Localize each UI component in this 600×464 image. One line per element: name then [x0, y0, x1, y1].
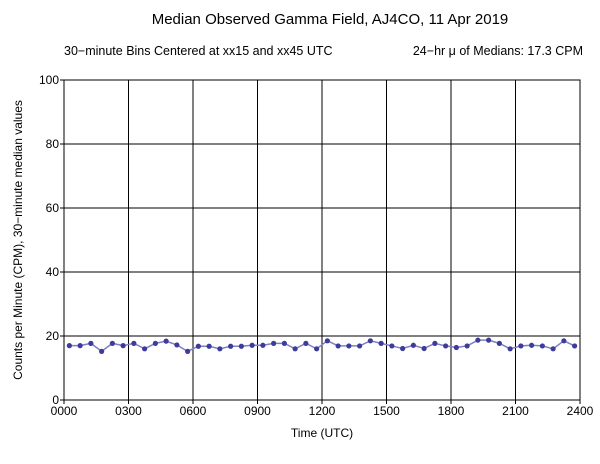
- chart-title: Median Observed Gamma Field, AJ4CO, 11 A…: [152, 11, 509, 28]
- data-point: [561, 338, 567, 344]
- data-point: [195, 343, 201, 349]
- y-tick-label: 100: [39, 73, 59, 87]
- x-tick-label: 1200: [309, 404, 336, 418]
- data-point: [303, 340, 309, 346]
- data-point: [77, 343, 83, 349]
- data-point: [163, 338, 169, 344]
- data-point: [206, 343, 212, 349]
- data-point: [550, 346, 556, 352]
- data-point: [443, 343, 449, 349]
- chart-subtitle-left: 30−minute Bins Centered at xx15 and xx45…: [64, 44, 333, 58]
- y-tick-label: 0: [52, 393, 59, 407]
- data-point: [464, 343, 470, 349]
- data-point: [432, 340, 438, 346]
- data-point: [99, 348, 105, 354]
- data-point: [260, 342, 266, 348]
- data-point: [66, 343, 72, 349]
- data-point: [496, 340, 502, 346]
- data-point: [249, 342, 255, 348]
- data-point: [228, 343, 234, 349]
- data-point: [400, 345, 406, 352]
- data-point: [281, 340, 287, 346]
- data-point: [217, 346, 223, 352]
- x-tick-label: 2400: [567, 404, 594, 418]
- x-tick-label: 1500: [373, 404, 400, 418]
- data-point: [518, 343, 524, 349]
- data-point: [529, 342, 535, 348]
- data-point: [410, 342, 416, 348]
- data-point: [335, 343, 341, 349]
- x-tick-label: 0600: [180, 404, 207, 418]
- x-axis-label: Time (UTC): [291, 426, 353, 440]
- data-point: [367, 338, 373, 344]
- data-point: [142, 346, 148, 352]
- data-point: [238, 343, 244, 349]
- y-tick-label: 80: [46, 137, 60, 151]
- data-point: [131, 340, 137, 346]
- data-point: [572, 343, 578, 349]
- data-point: [185, 348, 191, 354]
- data-point: [389, 343, 395, 349]
- x-tick-label: 1800: [438, 404, 465, 418]
- data-point: [357, 343, 363, 349]
- x-tick-label: 2100: [502, 404, 529, 418]
- data-point: [120, 343, 126, 349]
- data-point: [88, 340, 94, 346]
- y-tick-label: 20: [46, 329, 60, 343]
- y-tick-label: 60: [46, 201, 60, 215]
- data-point: [539, 343, 545, 349]
- y-tick-label: 40: [46, 265, 60, 279]
- x-tick-label: 0900: [244, 404, 271, 418]
- data-point: [152, 340, 158, 346]
- x-tick-label: 0000: [51, 404, 78, 418]
- y-axis-label: Counts per Minute (CPM), 30−minute media…: [11, 100, 25, 380]
- chart-subtitle-right: 24−hr μ of Medians: 17.3 CPM: [413, 44, 583, 58]
- data-point: [271, 340, 277, 346]
- data-point: [421, 345, 427, 352]
- data-point: [378, 340, 384, 346]
- data-point: [486, 337, 492, 343]
- data-point: [346, 343, 352, 349]
- data-point: [174, 342, 180, 348]
- data-point: [324, 338, 330, 344]
- data-point: [507, 346, 513, 352]
- data-point: [475, 337, 481, 343]
- data-point: [109, 340, 115, 346]
- data-point: [453, 344, 459, 351]
- data-point: [314, 346, 320, 352]
- data-point: [292, 346, 298, 352]
- x-tick-label: 0300: [115, 404, 142, 418]
